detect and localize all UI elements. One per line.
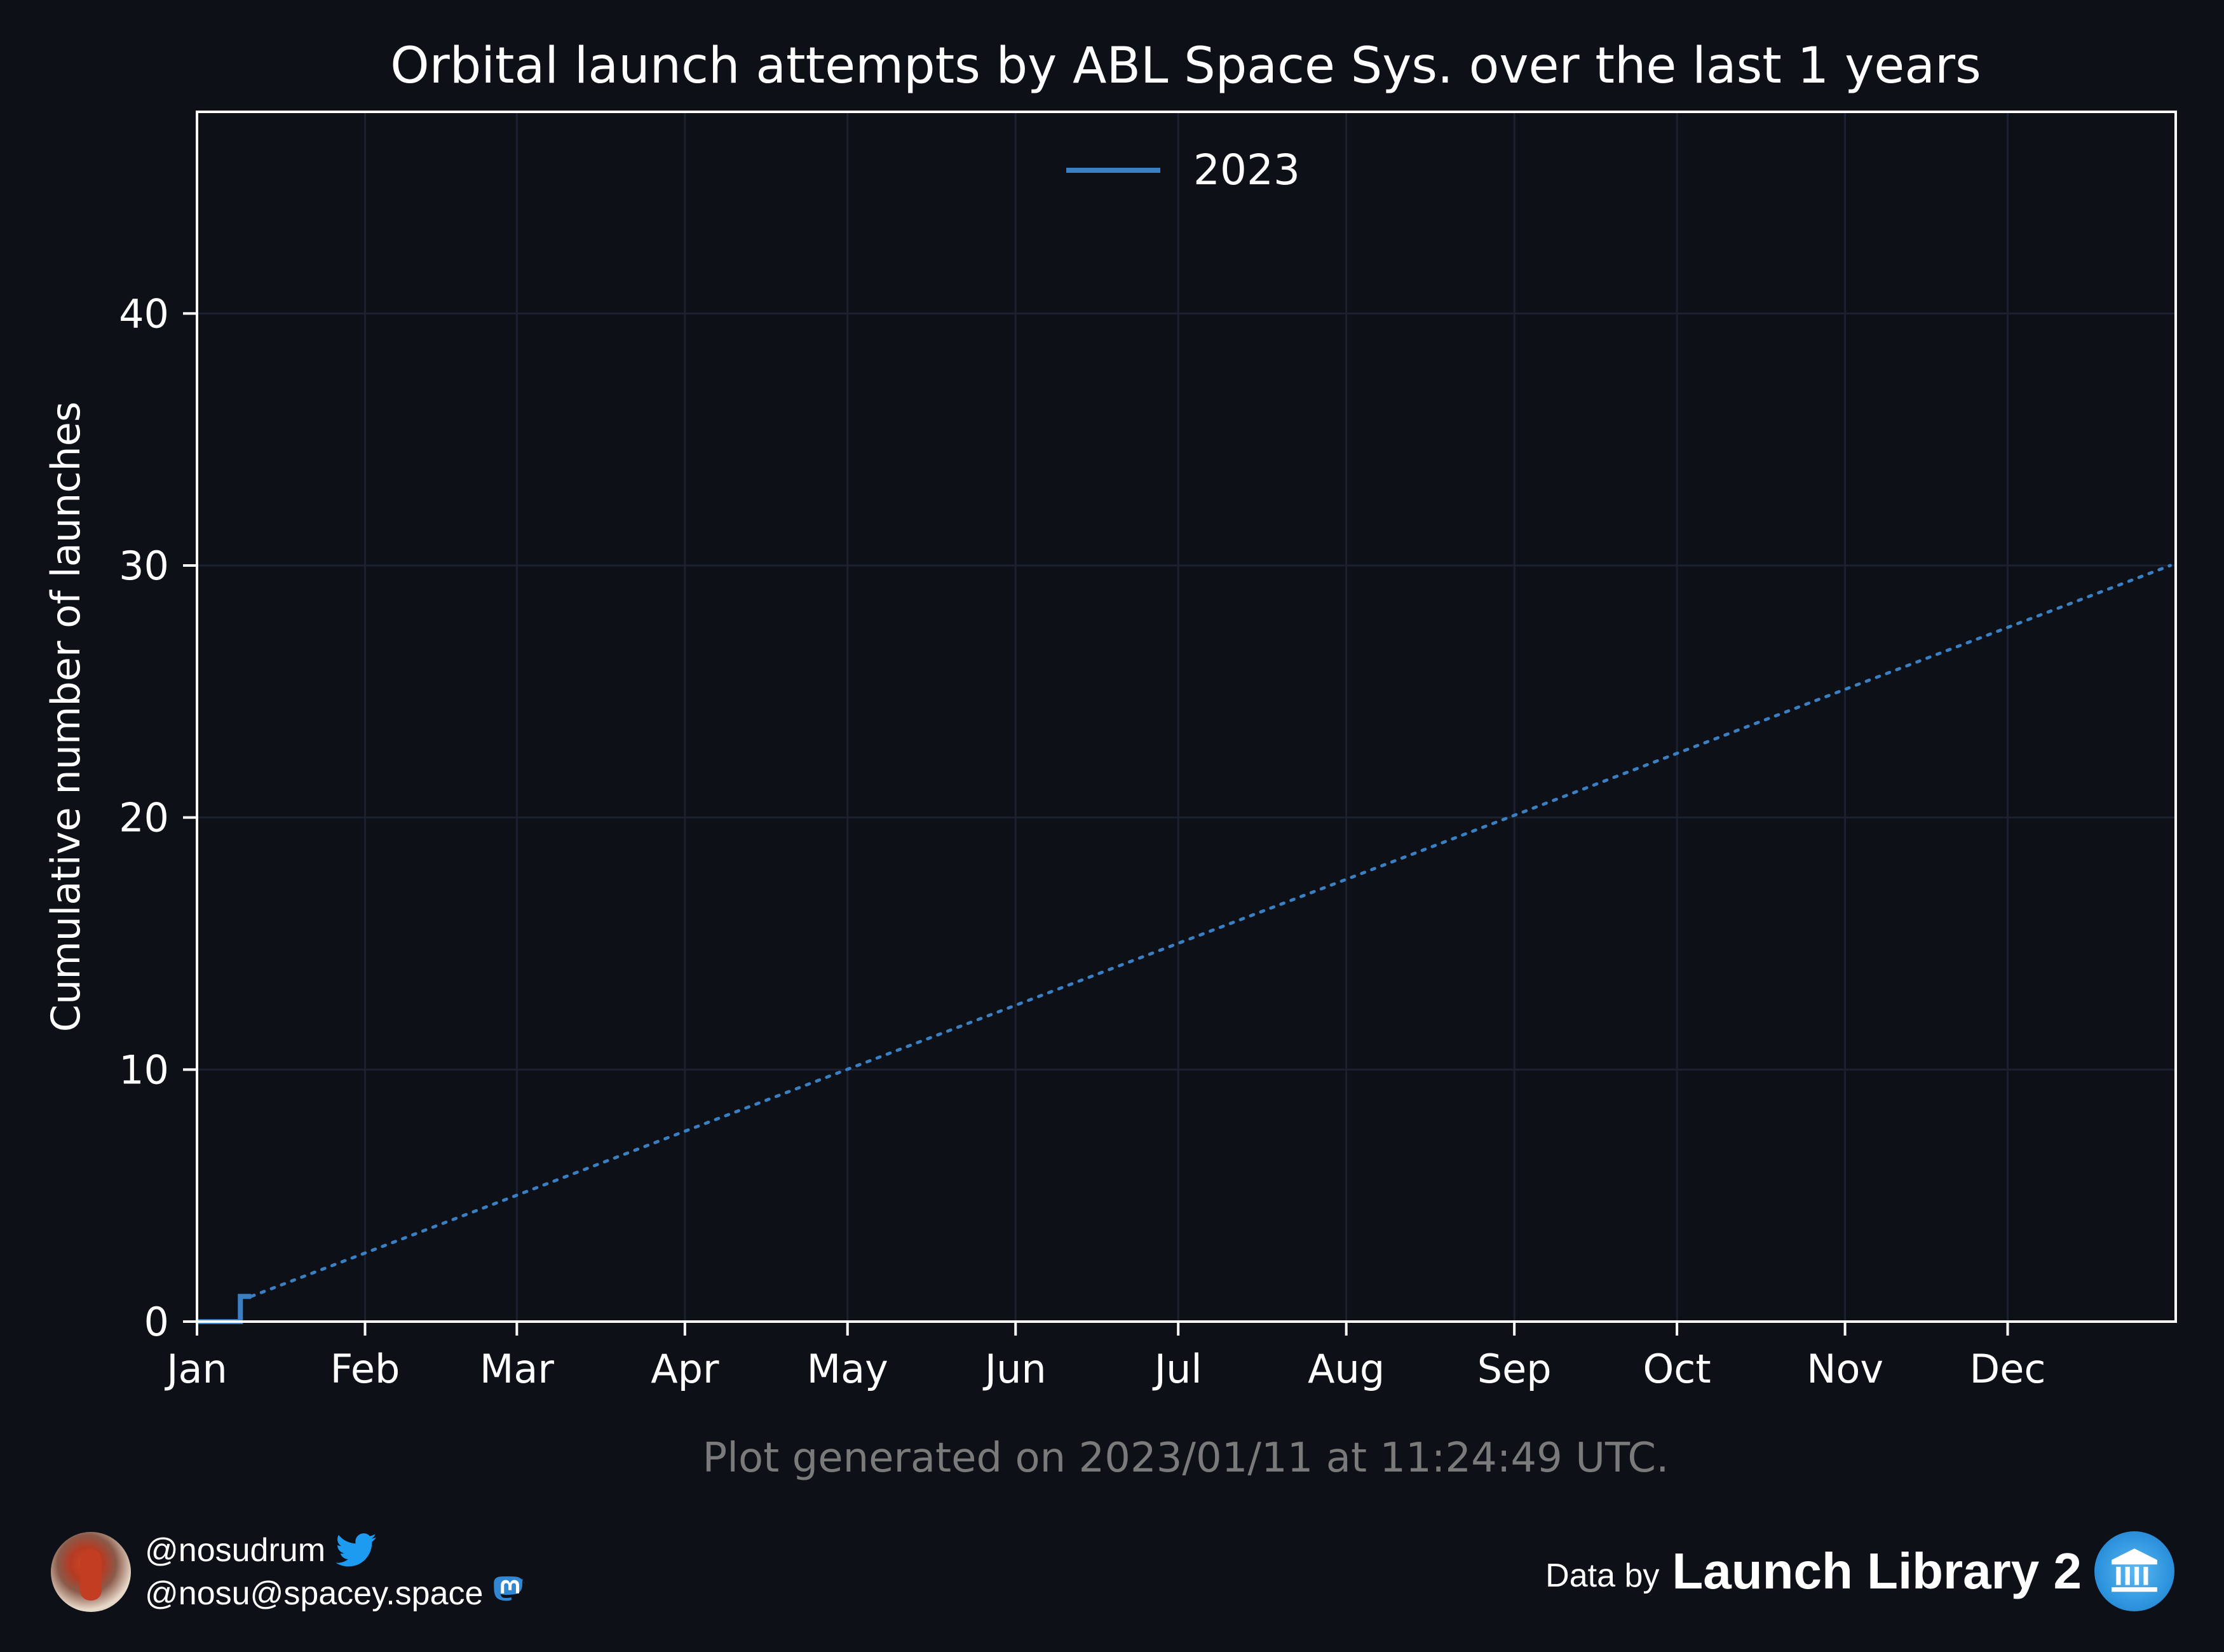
x-tick-label: Oct [1643, 1346, 1711, 1392]
legend-label-2023: 2023 [1193, 146, 1300, 194]
plot-frame [196, 111, 2177, 1323]
twitter-handle[interactable]: @nosudrum [145, 1532, 326, 1569]
x-tick-label: Dec [1970, 1346, 2046, 1392]
x-tick-label: Aug [1308, 1346, 1385, 1392]
library-building-icon [2112, 1548, 2157, 1592]
chart-title: Orbital launch attempts by ABL Space Sys… [390, 37, 1981, 95]
series-line-2023 [197, 1294, 252, 1324]
projection-line [249, 564, 2172, 1298]
x-tick-label: Sep [1477, 1346, 1552, 1392]
x-tick-label: Nov [1807, 1346, 1883, 1392]
y-tick-label: 10 [119, 1046, 169, 1093]
x-tick-label: May [807, 1346, 888, 1392]
series-layer [197, 564, 2172, 1324]
avatar [51, 1532, 131, 1612]
y-tick-label: 40 [119, 290, 169, 337]
x-tick-label: Jun [982, 1346, 1047, 1392]
y-tick-label: 30 [119, 543, 169, 589]
x-tick-label: Feb [330, 1346, 400, 1392]
data-attribution: Data by Launch Library 2 [1545, 1531, 2174, 1611]
x-tick-label: Apr [651, 1346, 719, 1392]
author-credits: @nosudrum @nosu@spacey.space [51, 1531, 526, 1613]
y-tick-label: 0 [144, 1299, 169, 1345]
attribution-prefix: Data by [1545, 1557, 1660, 1594]
x-tick-label: Jan [164, 1346, 227, 1392]
mastodon-icon [494, 1576, 525, 1601]
x-tick-label: Mar [480, 1346, 554, 1392]
legend: 2023 [1066, 146, 1300, 194]
launch-library-icon [2094, 1531, 2174, 1611]
mastodon-handle[interactable]: @nosu@spacey.space [145, 1575, 484, 1612]
twitter-row[interactable]: @nosudrum [145, 1531, 526, 1569]
mastodon-row[interactable]: @nosu@spacey.space [145, 1574, 526, 1613]
author-handles: @nosudrum @nosu@spacey.space [145, 1531, 526, 1613]
axis-ticks: Jan Feb Mar Apr May Jun Jul Aug Sep Oct Nov Dec 0 10 2… [119, 290, 2045, 1392]
attribution-name[interactable]: Launch Library 2 [1672, 1543, 2082, 1599]
x-tick-label: Jul [1152, 1346, 1202, 1392]
plot-footnote: Plot generated on 2023/01/11 at 11:24:49… [703, 1435, 1669, 1482]
y-tick-label: 20 [119, 795, 169, 841]
twitter-icon [336, 1533, 377, 1567]
y-axis-label: Cumulative number of launches [43, 402, 89, 1032]
grid [196, 112, 2176, 1323]
